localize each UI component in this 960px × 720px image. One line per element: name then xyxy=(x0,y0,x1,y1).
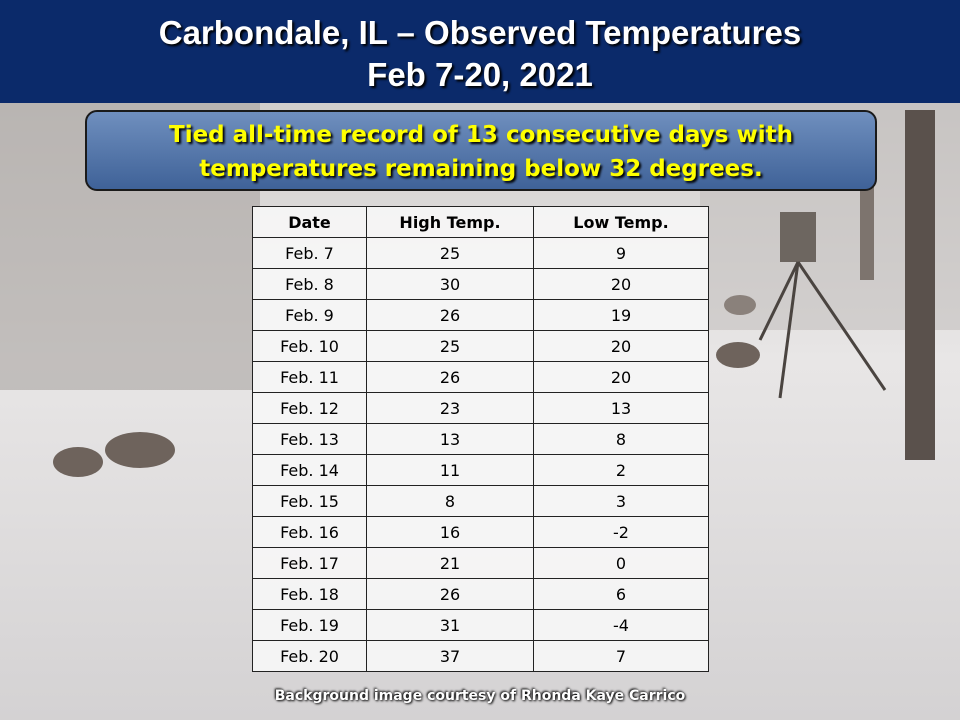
table-cell: 13 xyxy=(533,392,709,424)
table-cell: 3 xyxy=(533,485,709,517)
table-cell: Feb. 16 xyxy=(252,516,367,548)
table-cell: 16 xyxy=(366,516,534,548)
callout: Tied all-time record of 13 consecutive d… xyxy=(85,110,877,191)
table-cell: Feb. 9 xyxy=(252,299,367,331)
table-cell: Feb. 10 xyxy=(252,330,367,362)
table-row: Feb. 7 25 9 xyxy=(252,237,709,269)
table-cell: 20 xyxy=(533,268,709,300)
table-cell: 2 xyxy=(533,454,709,486)
table-cell: Feb. 14 xyxy=(252,454,367,486)
table-cell: Feb. 17 xyxy=(252,547,367,579)
table-row: Feb. 15 8 3 xyxy=(252,485,709,517)
table-cell: 31 xyxy=(366,609,534,641)
table-row: Feb. 16 16 -2 xyxy=(252,516,709,548)
table-body: Feb. 7 25 9 Feb. 8 30 20 Feb. 9 26 19 Feb. 10 25 20… xyxy=(252,237,709,672)
table-row: Feb. 9 26 19 xyxy=(252,299,709,331)
table-cell: Feb. 8 xyxy=(252,268,367,300)
callout-line: Tied all-time record of 13 consecutive d… xyxy=(169,122,793,148)
header-row: Date High Temp. Low Temp. xyxy=(252,206,709,238)
table-cell: 19 xyxy=(533,299,709,331)
credit: Background image courtesy of Rhonda Kaye… xyxy=(274,688,686,704)
table-cell: -2 xyxy=(533,516,709,548)
table-cell: -4 xyxy=(533,609,709,641)
table-cell: Feb. 13 xyxy=(252,423,367,455)
table-row: Feb. 12 23 13 xyxy=(252,392,709,424)
table-cell: 25 xyxy=(366,330,534,362)
column-header: Date xyxy=(252,206,367,238)
table-cell: 37 xyxy=(366,640,534,672)
table-cell: 23 xyxy=(366,392,534,424)
table-cell: Feb. 12 xyxy=(252,392,367,424)
callout-line: temperatures remaining below 32 degrees. xyxy=(199,156,763,182)
table-row: Feb. 14 11 2 xyxy=(252,454,709,486)
table-cell: Feb. 19 xyxy=(252,609,367,641)
table-row: Feb. 8 30 20 xyxy=(252,268,709,300)
table-cell: 7 xyxy=(533,640,709,672)
header: Carbondale, IL – Observed Temperatures F… xyxy=(0,0,960,103)
table-row: Feb. 19 31 -4 xyxy=(252,609,709,641)
table-cell: Feb. 18 xyxy=(252,578,367,610)
title-line: Feb 7-20, 2021 xyxy=(367,56,593,93)
table-row: Feb. 10 25 20 xyxy=(252,330,709,362)
title-line: Carbondale, IL – Observed Temperatures xyxy=(158,14,802,51)
table-row: Feb. 18 26 6 xyxy=(252,578,709,610)
table-cell: 8 xyxy=(366,485,534,517)
table-cell: 20 xyxy=(533,330,709,362)
table-cell: 30 xyxy=(366,268,534,300)
table-cell: 26 xyxy=(366,578,534,610)
table-cell: 26 xyxy=(366,361,534,393)
table-cell: 13 xyxy=(366,423,534,455)
column-header: High Temp. xyxy=(366,206,534,238)
table-cell: 20 xyxy=(533,361,709,393)
table-cell: 6 xyxy=(533,578,709,610)
table-cell: Feb. 7 xyxy=(252,237,367,269)
table-cell: Feb. 11 xyxy=(252,361,367,393)
table-cell: 8 xyxy=(533,423,709,455)
table-cell: 0 xyxy=(533,547,709,579)
table-cell: 21 xyxy=(366,547,534,579)
table-cell: 25 xyxy=(366,237,534,269)
table-cell: Feb. 15 xyxy=(252,485,367,517)
table-cell: 9 xyxy=(533,237,709,269)
table-row: Feb. 17 21 0 xyxy=(252,547,709,579)
table-row: Feb. 20 37 7 xyxy=(252,640,709,672)
table-row: Feb. 11 26 20 xyxy=(252,361,709,393)
table-cell: 26 xyxy=(366,299,534,331)
table-cell: 11 xyxy=(366,454,534,486)
table-row: Feb. 13 13 8 xyxy=(252,423,709,455)
table-cell: Feb. 20 xyxy=(252,640,367,672)
column-header: Low Temp. xyxy=(533,206,709,238)
